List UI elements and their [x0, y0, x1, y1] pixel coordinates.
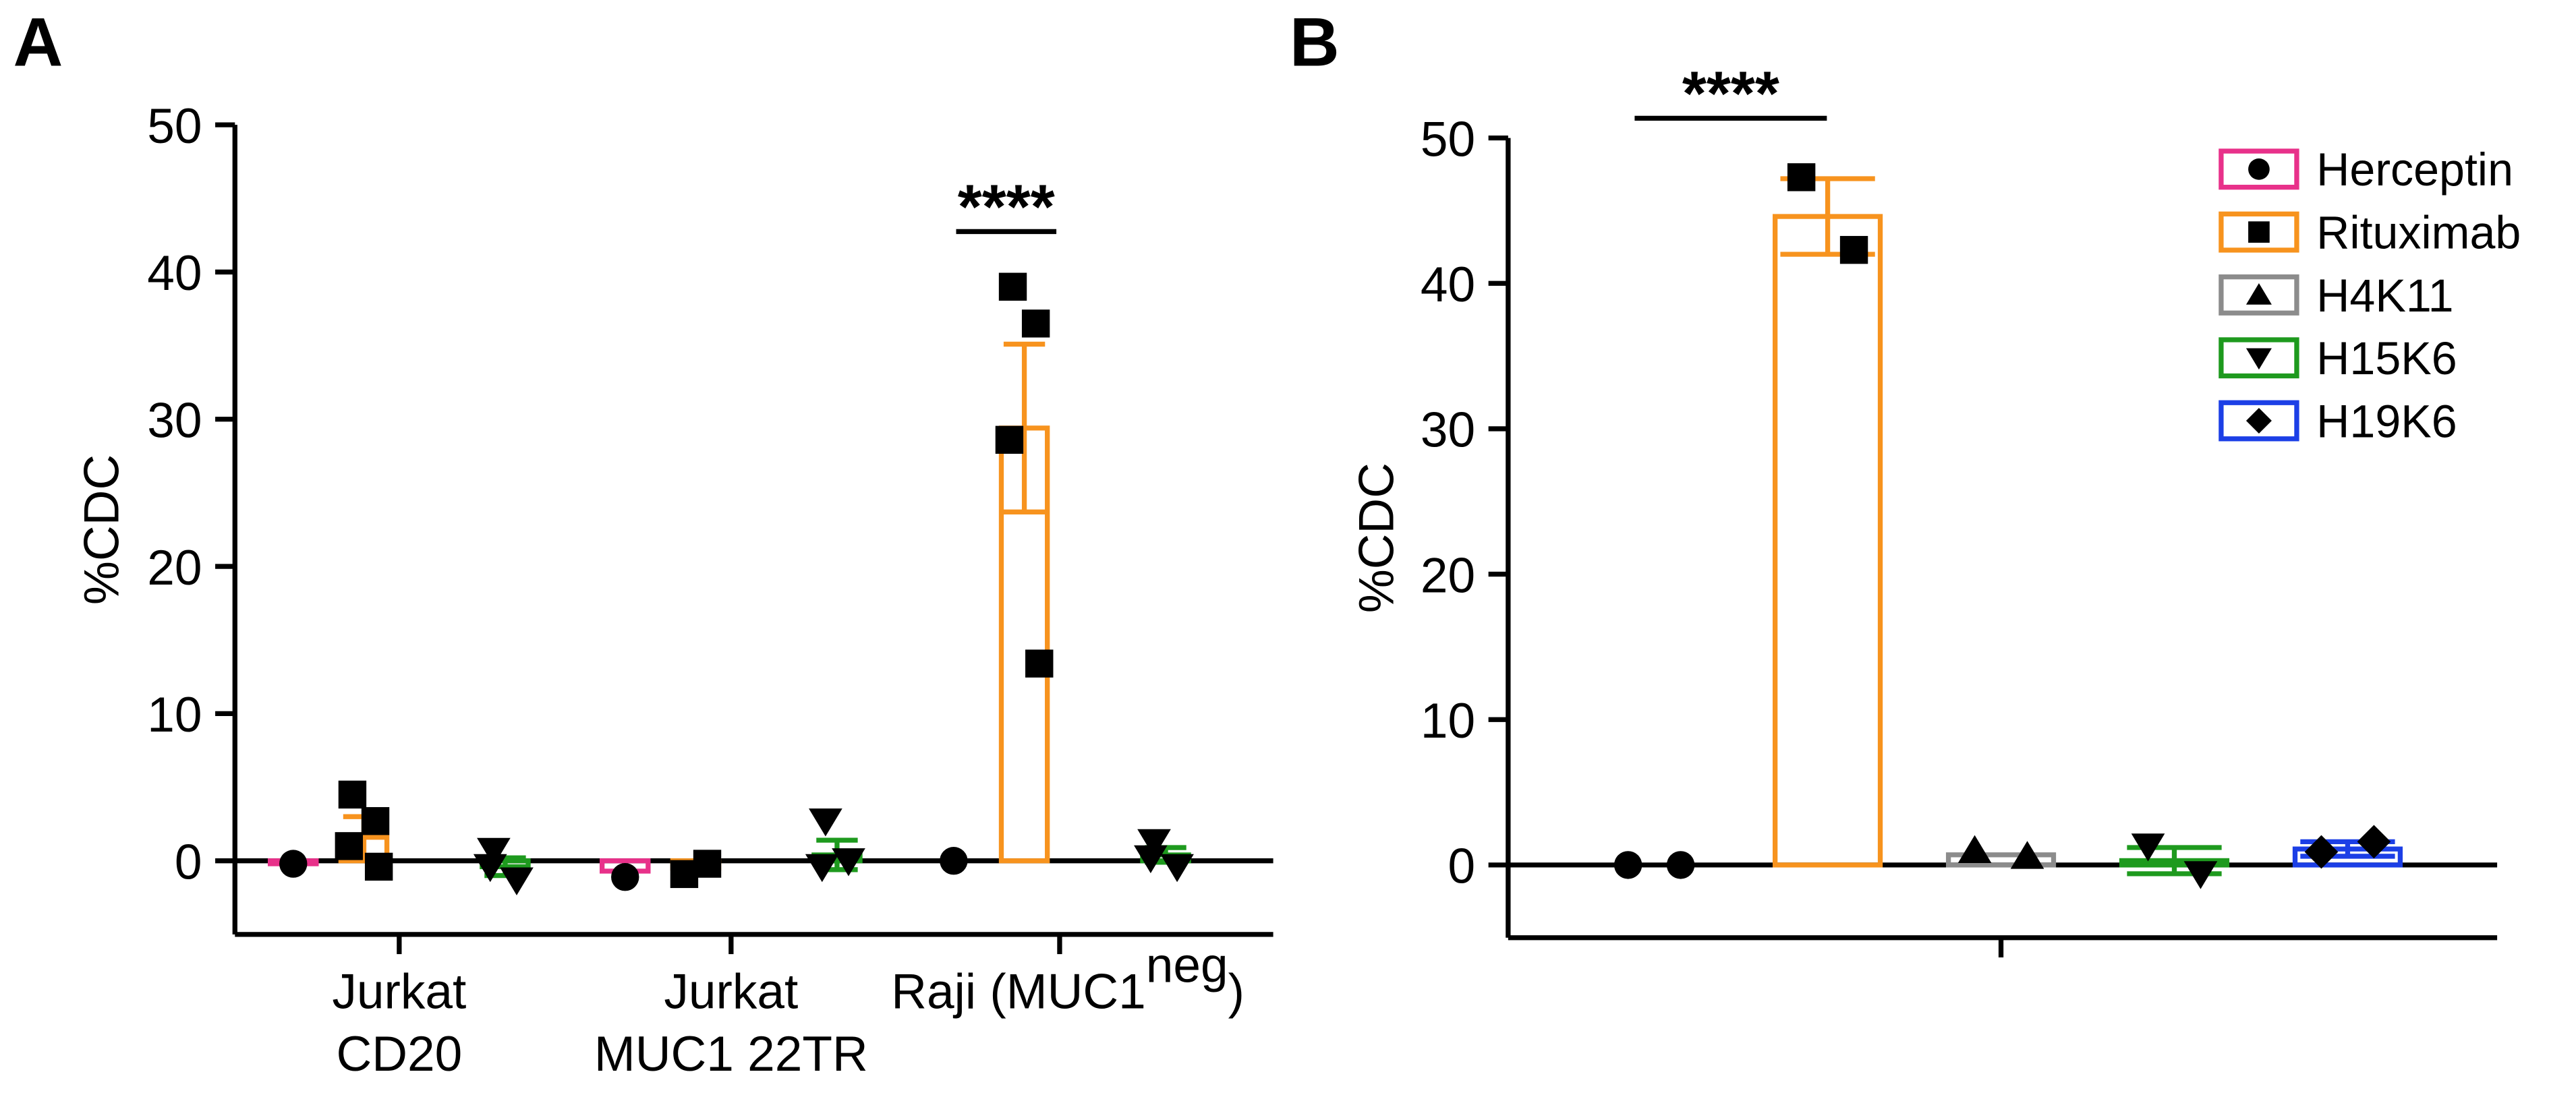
legend-marker [2248, 158, 2270, 180]
legend-label: Rituximab [2316, 208, 2521, 259]
legend-marker [2245, 348, 2272, 370]
data-point [2304, 835, 2339, 869]
y-axis-label: %CDC [74, 454, 129, 605]
significance-label: **** [1682, 59, 1779, 129]
data-point [1134, 845, 1168, 874]
data-point [335, 832, 364, 860]
x-tick-label: Jurkat [332, 964, 466, 1019]
data-point [998, 272, 1027, 301]
data-point [809, 808, 842, 837]
data-point [338, 780, 367, 809]
bar [1772, 214, 1883, 868]
legend-label: Herceptin [2316, 144, 2513, 196]
data-point [1787, 163, 1816, 191]
data-point [2357, 825, 2391, 859]
significance-label: **** [958, 172, 1055, 242]
x-tick-label-part: Raji (MUC1 [891, 964, 1145, 1019]
data-point [361, 807, 390, 835]
data-point [279, 850, 308, 878]
bar [1945, 852, 2057, 868]
data-point [805, 854, 839, 883]
error-bar [1003, 341, 1046, 514]
data-point [1025, 649, 1054, 678]
y-tick-label: 20 [147, 541, 202, 595]
data-point [832, 848, 865, 877]
data-point [1839, 235, 1868, 264]
y-tick-label: 30 [147, 394, 202, 448]
legend-marker [2245, 408, 2272, 434]
data-point [364, 852, 393, 881]
legend-marker [2248, 221, 2270, 243]
data-point [1666, 851, 1695, 879]
y-tick-label: 40 [147, 246, 202, 301]
data-point [995, 425, 1024, 454]
data-point [1613, 851, 1642, 879]
panel-label: B [1290, 3, 1340, 80]
data-point [1957, 835, 1992, 863]
x-tick-label: MUC1 22TR [594, 1027, 868, 1081]
data-point [1137, 829, 1171, 858]
y-tick-label: 50 [1421, 112, 1475, 167]
x-tick-label: Jurkat [664, 964, 798, 1019]
y-tick-label: 10 [147, 688, 202, 742]
data-point [500, 867, 534, 895]
y-tick-label: 10 [1421, 694, 1475, 748]
data-point [1021, 309, 1050, 338]
panel-label: A [13, 3, 63, 80]
y-tick-label: 0 [175, 835, 202, 889]
data-point [940, 847, 968, 875]
data-point [2183, 861, 2218, 889]
x-tick-label: Raji (MUC1neg) [891, 938, 1244, 1019]
y-tick-label: 0 [1448, 839, 1476, 894]
legend-label: H15K6 [2316, 333, 2457, 384]
data-point [1160, 854, 1194, 883]
x-tick-label: CD20 [336, 1027, 462, 1081]
data-point [473, 854, 507, 883]
x-tick-label-part: ) [1228, 964, 1244, 1019]
y-tick-label: 50 [147, 99, 202, 154]
data-point [2131, 833, 2165, 862]
legend-label: H4K11 [2316, 270, 2453, 322]
y-tick-label: 20 [1421, 548, 1475, 603]
data-point [611, 863, 639, 891]
legend-marker [2245, 283, 2272, 305]
data-point [2010, 841, 2044, 869]
y-tick-label: 30 [1421, 403, 1475, 458]
data-point [477, 837, 511, 866]
x-tick-label-part: neg [1146, 938, 1228, 992]
legend-label: H19K6 [2316, 396, 2457, 447]
y-axis-label: %CDC [1349, 463, 1404, 613]
data-point [693, 850, 722, 878]
y-tick-label: 40 [1421, 258, 1475, 312]
